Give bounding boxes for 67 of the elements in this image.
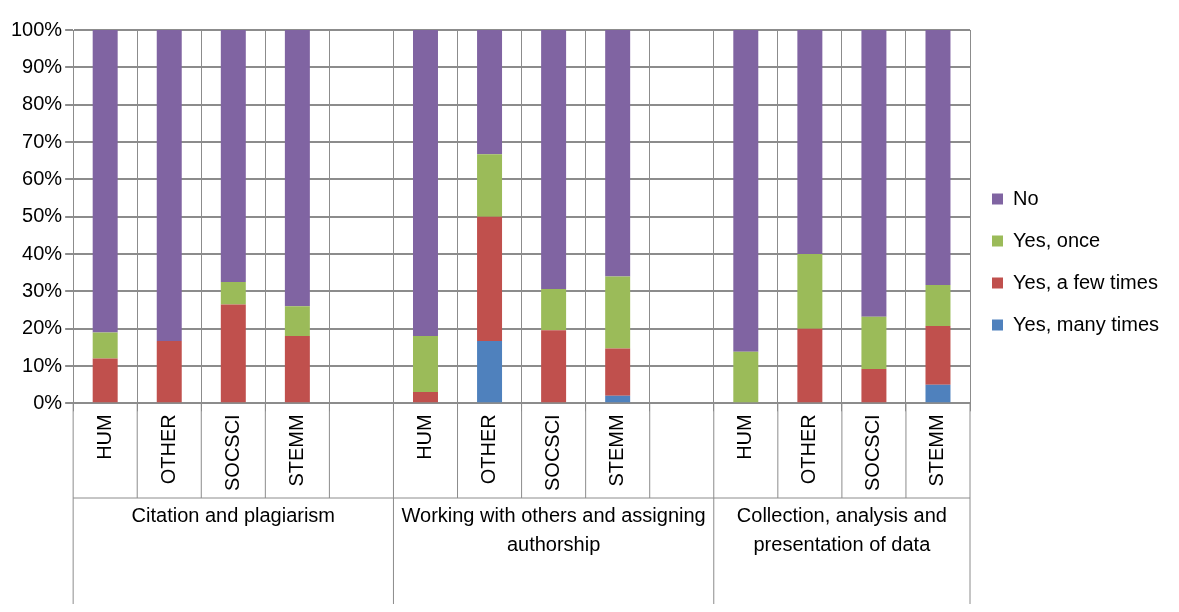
- bar: [477, 154, 503, 217]
- bar: [925, 30, 951, 285]
- bar: [413, 392, 438, 403]
- legend-label: Yes, a few times: [1013, 270, 1158, 293]
- text: Collection, analysis and presentation of data: [736, 503, 947, 555]
- y-tick-label: 50%: [22, 204, 63, 227]
- bar: [477, 216, 503, 341]
- x-tick-label: STEMM: [925, 414, 948, 487]
- legend-label: No: [1013, 186, 1039, 209]
- y-tick-label: 70%: [22, 129, 63, 152]
- bar: [541, 330, 567, 403]
- bar: [413, 30, 438, 337]
- bar: [477, 30, 503, 155]
- x-tick-label: OTHER: [797, 414, 820, 485]
- text: Working with others and assigning authorship: [401, 503, 706, 555]
- x-tick-label: OTHER: [477, 414, 500, 485]
- bar: [477, 340, 503, 403]
- bar: [925, 326, 951, 385]
- bar: [861, 30, 887, 317]
- bar: [220, 30, 246, 282]
- legend-label: Yes, once: [1013, 228, 1101, 251]
- bar: [861, 368, 887, 403]
- x-tick-label: SOCSCI: [861, 414, 884, 492]
- bar: [220, 304, 246, 403]
- bar: [605, 276, 631, 349]
- y-tick-label: 80%: [22, 92, 63, 115]
- y-tick-label: 10%: [22, 353, 63, 376]
- x-tick-label: STEMM: [284, 414, 307, 487]
- bar: [797, 328, 823, 403]
- bar: [797, 30, 823, 254]
- bar: [925, 284, 951, 327]
- bar: [284, 30, 310, 307]
- bar: [156, 30, 182, 341]
- bar: [605, 348, 631, 396]
- bar: [541, 289, 567, 331]
- y-tick-label: 100%: [11, 17, 63, 40]
- y-tick-label: 90%: [22, 54, 63, 77]
- bar: [284, 306, 310, 337]
- y-tick-label: 30%: [22, 278, 63, 301]
- legend-label: Yes, many times: [1013, 312, 1160, 335]
- x-tick-label: HUM: [413, 414, 436, 460]
- bar: [92, 358, 118, 403]
- bar: [92, 332, 118, 359]
- x-tick-label: SOCSCI: [541, 414, 564, 492]
- x-tick-label: HUM: [92, 414, 115, 460]
- bar: [605, 395, 631, 403]
- x-tick-label: SOCSCI: [220, 414, 243, 492]
- bar: [220, 281, 246, 305]
- x-tick-label: OTHER: [156, 414, 179, 485]
- y-tick-label: 40%: [22, 241, 63, 264]
- bar: [797, 253, 823, 329]
- bar: [733, 351, 759, 403]
- text: Citation and plagiarism: [131, 503, 336, 526]
- bar: [156, 340, 182, 403]
- y-tick-label: 0%: [33, 390, 63, 413]
- bar: [284, 336, 310, 403]
- x-tick-label: HUM: [733, 414, 756, 460]
- bar: [733, 30, 759, 352]
- bar: [413, 336, 438, 393]
- y-tick-label: 20%: [22, 316, 63, 339]
- bar: [605, 30, 631, 277]
- bar: [861, 316, 887, 369]
- bar: [925, 384, 951, 403]
- bar: [92, 30, 118, 333]
- bar: [541, 30, 567, 290]
- y-tick-label: 60%: [22, 166, 63, 189]
- x-tick-label: STEMM: [605, 414, 628, 487]
